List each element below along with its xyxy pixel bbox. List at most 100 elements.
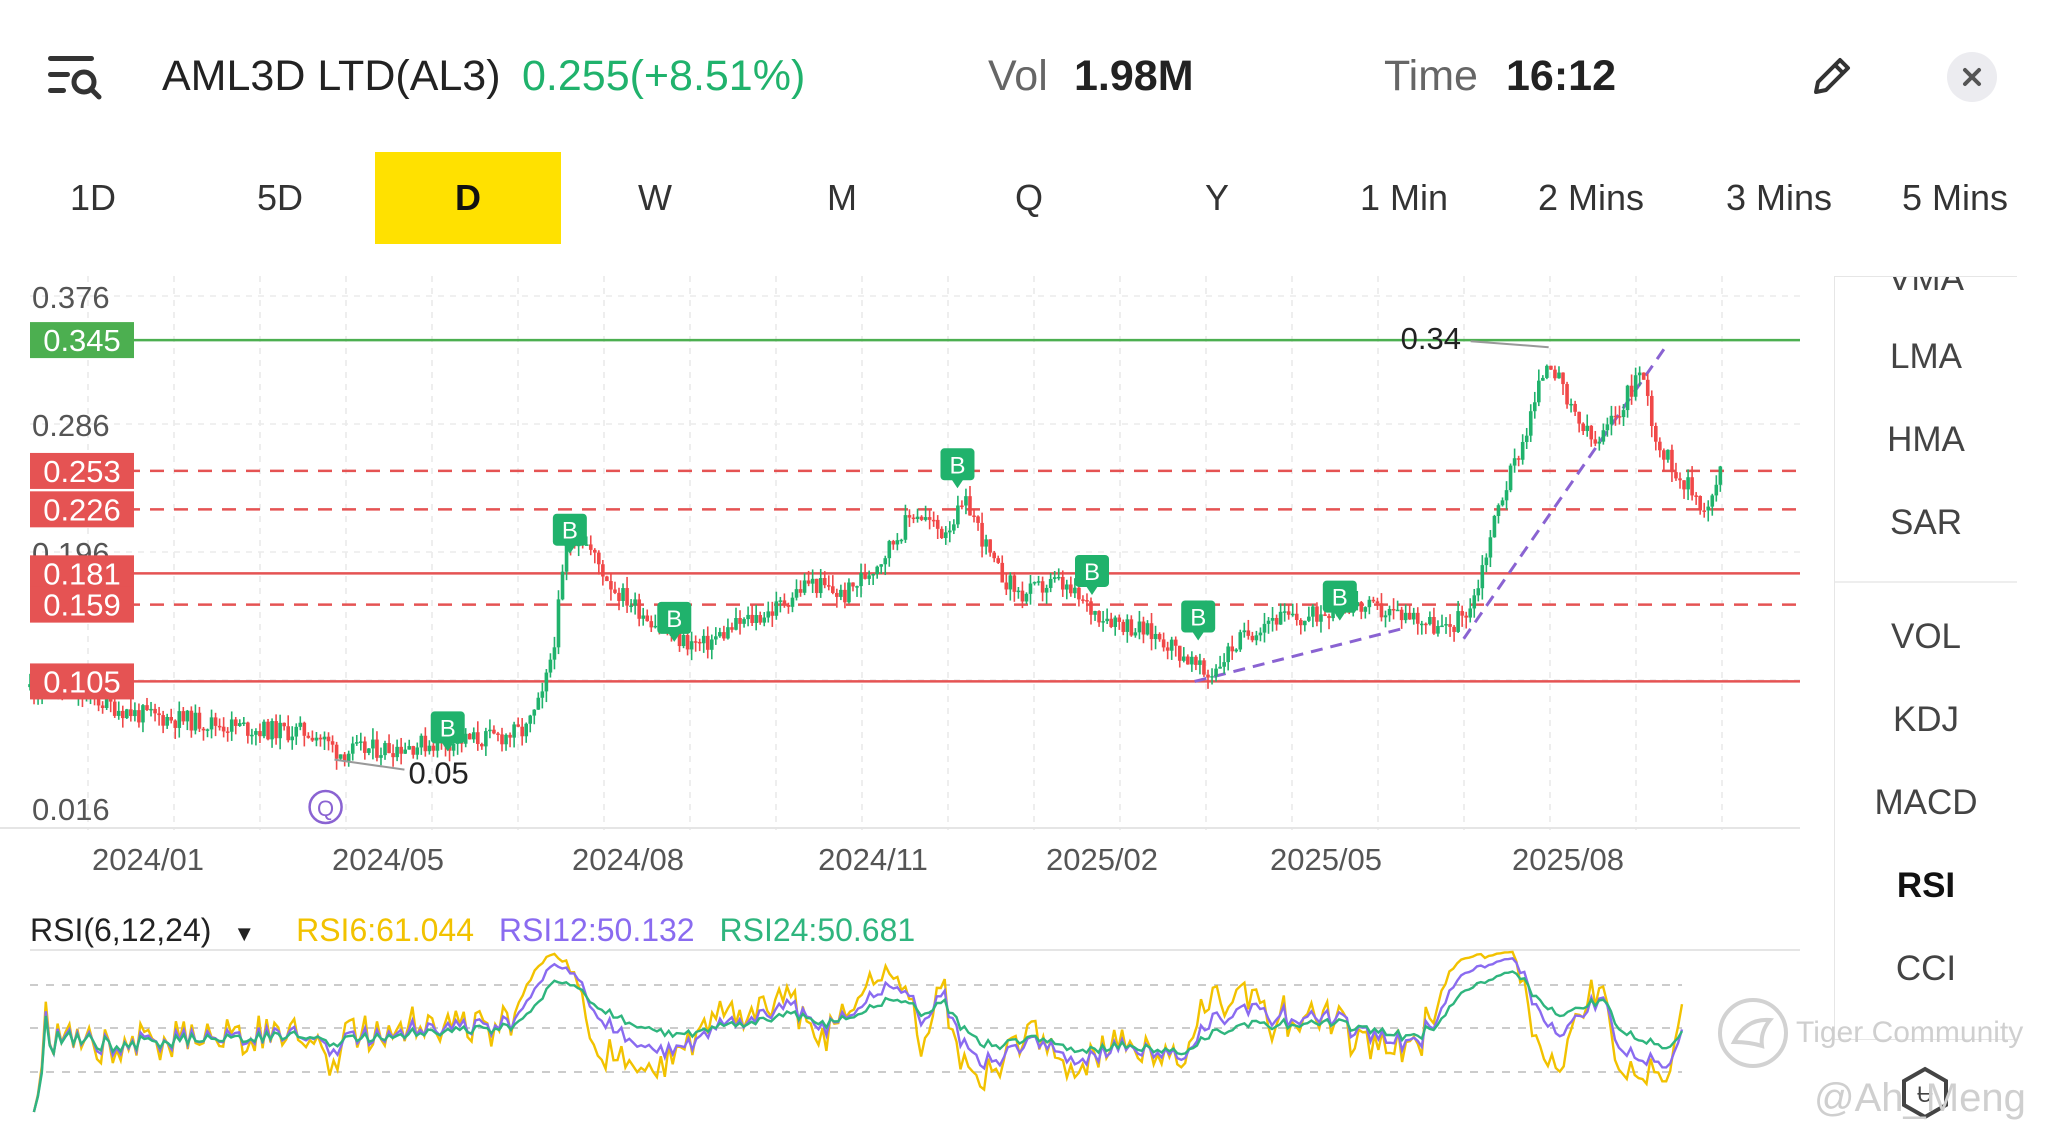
candle-body — [597, 552, 601, 565]
tab-3-mins[interactable]: 3 Mins — [1725, 177, 1833, 218]
indicator-vol[interactable]: VOL — [1890, 617, 1962, 656]
candle-body — [278, 722, 282, 739]
candle-body — [605, 576, 609, 582]
x-tick-label: 2024/01 — [92, 842, 204, 877]
candle-body — [298, 722, 303, 727]
price-chart[interactable]: 0.3760.2860.1960.1060.0162024/012024/052… — [0, 260, 1820, 1140]
candle-body — [221, 726, 226, 732]
indicator-rsi[interactable]: RSI — [1896, 866, 1956, 905]
candle-body — [1028, 583, 1033, 594]
candle-body — [948, 530, 952, 533]
pencil-icon[interactable] — [1808, 52, 1856, 100]
candle-body — [1553, 369, 1557, 379]
candle-body — [1383, 615, 1388, 618]
candle-body — [778, 600, 783, 602]
x-tick-label: 2025/05 — [1270, 842, 1382, 877]
candle-body — [1436, 625, 1440, 634]
tab-q[interactable]: Q — [1014, 177, 1043, 218]
price-change: 0.255(+8.51%) — [522, 52, 806, 100]
x-tick-label: 2025/08 — [1512, 842, 1624, 877]
candle-body — [1194, 656, 1198, 665]
buy-marker-label: B — [1332, 585, 1348, 612]
candle-body — [826, 585, 831, 587]
rsi-selector[interactable]: RSI(6,12,24) ▼ — [30, 912, 271, 948]
indicator-vma[interactable]: VMA — [1888, 276, 1964, 298]
candle-body — [1706, 506, 1711, 511]
rsi-label: RSI(6,12,24) — [30, 912, 212, 948]
buy-marker-label: B — [666, 606, 682, 633]
candle-body — [524, 723, 529, 737]
candle-body — [1032, 582, 1037, 584]
candle-body — [1214, 668, 1218, 677]
candle-body — [1658, 441, 1662, 451]
candle-body — [1520, 441, 1525, 460]
candle-body — [480, 743, 484, 747]
candle-body — [1641, 372, 1646, 380]
candle-body — [233, 719, 238, 726]
close-button[interactable] — [1947, 52, 1997, 102]
candle-body — [395, 746, 399, 758]
candle-body — [1694, 495, 1698, 497]
candle-body — [423, 735, 428, 752]
candle-body — [508, 734, 512, 738]
tab-m[interactable]: M — [827, 177, 857, 218]
candle-body — [254, 731, 258, 735]
candle-body — [1065, 584, 1069, 590]
candle-body — [1537, 380, 1541, 403]
candle-body — [1117, 617, 1122, 622]
candle-body — [1307, 616, 1311, 621]
candle-body — [1234, 649, 1239, 652]
candle-body — [782, 600, 787, 605]
candle-body — [1662, 450, 1666, 460]
candle-body — [1605, 424, 1610, 431]
tab-1-min[interactable]: 1 Min — [1359, 177, 1449, 218]
list-search-icon[interactable] — [46, 52, 102, 102]
indicator-macd[interactable]: MACD — [1874, 783, 1978, 822]
tab-w[interactable]: W — [638, 177, 672, 218]
candle-body — [209, 717, 214, 730]
buy-marker: B — [430, 711, 465, 752]
price-level-label: 0.345 — [43, 323, 121, 358]
candle-body — [387, 743, 391, 754]
candle-body — [1077, 587, 1081, 600]
tab-y[interactable]: Y — [1204, 177, 1229, 218]
candle-body — [1649, 395, 1654, 427]
candle-body — [1633, 375, 1638, 397]
candle-body — [1500, 500, 1505, 506]
indicator-hma[interactable]: HMA — [1887, 420, 1965, 459]
candle-body — [1504, 490, 1509, 501]
indicator-panel: VMA LMA HMA SAR VOL KDJ MACD RSI CCI — [1834, 276, 2017, 1040]
tab-5-mins[interactable]: 5 Mins — [1901, 177, 2009, 218]
candle-body — [383, 743, 387, 756]
tab-5d[interactable]: 5D — [256, 177, 304, 218]
candle-body — [1121, 621, 1126, 632]
indicator-kdj[interactable]: KDJ — [1892, 700, 1960, 739]
tab-2-mins[interactable]: 2 Mins — [1537, 177, 1645, 218]
candle-body — [250, 734, 254, 737]
candle-body — [173, 720, 178, 728]
candle-body — [125, 709, 129, 719]
candle-body — [1371, 599, 1376, 602]
candle-body — [1686, 477, 1690, 490]
tab-d[interactable]: D — [375, 152, 561, 244]
candle-body — [165, 717, 169, 726]
candle-body — [104, 696, 109, 708]
candle-body — [839, 589, 843, 597]
candle-body — [718, 632, 722, 637]
indicator-cci[interactable]: CCI — [1895, 949, 1957, 988]
tiger-community-logo — [1716, 996, 1790, 1075]
candle-body — [322, 736, 327, 740]
buy-marker-pointer — [668, 632, 681, 642]
candle-body — [685, 635, 690, 650]
candle-body — [286, 726, 290, 741]
candle-body — [463, 733, 468, 744]
candle-body — [996, 558, 1001, 563]
candle-body — [1327, 615, 1331, 619]
candle-body — [1157, 633, 1162, 640]
q-marker-label: Q — [317, 796, 334, 821]
candle-body — [1375, 601, 1380, 604]
candle-body — [887, 541, 892, 559]
indicator-sar[interactable]: SAR — [1890, 503, 1962, 542]
indicator-lma[interactable]: LMA — [1890, 337, 1962, 376]
tab-1d[interactable]: 1D — [69, 177, 117, 218]
